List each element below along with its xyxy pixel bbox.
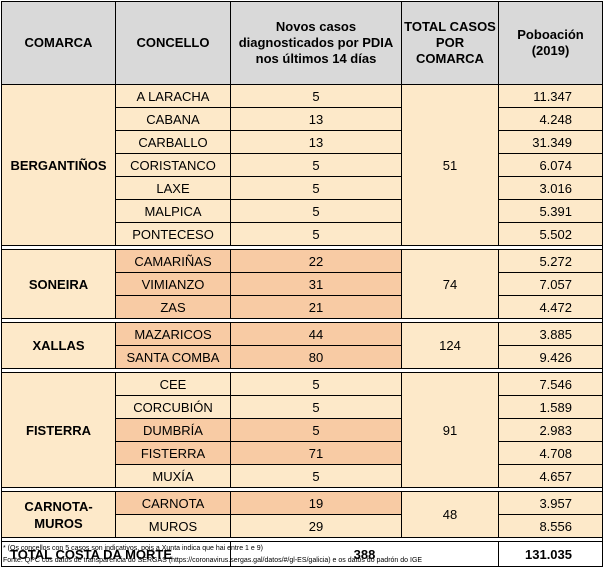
new-cases-value: 19 [230,491,402,515]
concello-name: CORCUBIÓN [115,395,231,419]
concello-name: CABANA [115,107,231,131]
new-cases-value: 5 [230,222,402,246]
table-row: CARNOTA-MUROS CARNOTA 19 48 3.957 [1,491,603,538]
concello-name: MALPICA [115,199,231,223]
comarca-name: XALLAS [1,322,116,369]
population-value: 9.426 [498,345,603,369]
population-value: 4.657 [498,464,603,488]
population-value: 11.347 [498,84,603,108]
new-cases-value: 29 [230,514,402,538]
concello-name: MUROS [115,514,231,538]
new-cases-value: 21 [230,295,402,319]
total-label: TOTAL COSTA DA MORTE [1,541,231,567]
table-row: MALPICA 5 5.391 [2,199,603,223]
new-cases-value: 31 [230,272,402,296]
concello-name: SANTA COMBA [115,345,231,369]
table-row: BERGANTIÑOS A LARACHA 5 51 11.347 [1,84,603,246]
header-concello: CONCELLO [115,1,231,85]
new-cases-value: 13 [230,107,402,131]
table-row: VIMIANZO 31 7.057 [2,272,603,296]
footnote-indicative: * (Os concellos con 5 casos son indicati… [3,545,263,552]
header-row: COMARCA CONCELLO Novos casos diagnostica… [1,1,603,85]
header-population: Poboación (2019) [498,1,603,85]
concello-name: CAMARIÑAS [115,249,231,273]
population-value: 2.983 [498,418,603,442]
comarca-name: BERGANTIÑOS [1,84,116,246]
population-value: 3.885 [498,322,603,346]
comarca-total-cases: 124 [401,322,499,369]
comarca-name: CARNOTA-MUROS [1,491,116,538]
comarca-total-cases: 48 [401,491,499,538]
new-cases-value: 5 [230,176,402,200]
concello-name: VIMIANZO [115,272,231,296]
header-new-cases: Novos casos diagnosticados por PDIA nos … [230,1,402,85]
new-cases-value: 5 [230,84,402,108]
concello-name: ZAS [115,295,231,319]
header-total-by-comarca: TOTAL CASOS POR COMARCA [401,1,499,85]
total-population: 131.035 [498,541,603,567]
new-cases-value: 5 [230,153,402,177]
population-value: 4.472 [498,295,603,319]
table-body: BERGANTIÑOS A LARACHA 5 51 11.347 CABANA 13 4.2… [1,84,603,567]
population-value: 3.016 [498,176,603,200]
new-cases-value: 5 [230,199,402,223]
new-cases-value: 5 [230,372,402,396]
table-row: CORISTANCO 5 6.074 [2,153,603,177]
concello-name: CARNOTA [115,491,231,515]
header-comarca: COMARCA [1,1,116,85]
new-cases-value: 80 [230,345,402,369]
table-row: ZAS 21 4.472 [2,295,603,319]
concello-name: MUXÍA [115,464,231,488]
population-value: 4.248 [498,107,603,131]
table-row: PONTECESO 5 5.502 [2,222,603,246]
new-cases-value: 5 [230,418,402,442]
comarca-total-cases: 91 [401,372,499,488]
table-row: CARBALLO 13 31.349 [2,130,603,154]
population-value: 3.957 [498,491,603,515]
population-value: 6.074 [498,153,603,177]
new-cases-value: 22 [230,249,402,273]
population-value: 1.589 [498,395,603,419]
concello-name: CEE [115,372,231,396]
population-value: 4.708 [498,441,603,465]
population-value: 8.556 [498,514,603,538]
population-value: 5.502 [498,222,603,246]
new-cases-value: 5 [230,395,402,419]
table-row: FISTERRA 71 4.708 [2,441,603,465]
population-value: 7.057 [498,272,603,296]
table-row: MUXÍA 5 4.657 [2,464,603,488]
comarca-name: SONEIRA [1,249,116,319]
table-row: CORCUBIÓN 5 1.589 [2,395,603,419]
comarca-total-cases: 74 [401,249,499,319]
population-value: 5.272 [498,249,603,273]
concello-name: PONTECESO [115,222,231,246]
new-cases-value: 13 [230,130,402,154]
comarca-name: FISTERRA [1,372,116,488]
table-row: FISTERRA CEE 5 91 7.546 [1,372,603,488]
table-row: MUROS 29 8.556 [2,514,603,538]
new-cases-value: 71 [230,441,402,465]
total-cases: 388 [230,541,499,567]
footnote-source: Fonte: QPC cos datos de transparencia do… [3,557,423,564]
new-cases-value: 44 [230,322,402,346]
new-cases-value: 5 [230,464,402,488]
concello-name: FISTERRA [115,441,231,465]
total-row: TOTAL COSTA DA MORTE 388 131.035 [1,541,603,567]
concello-name: LAXE [115,176,231,200]
concello-name: MAZARICOS [115,322,231,346]
population-value: 31.349 [498,130,603,154]
concello-name: CARBALLO [115,130,231,154]
comarca-total-cases: 51 [401,84,499,246]
concello-name: A LARACHA [115,84,231,108]
concello-name: DUMBRÍA [115,418,231,442]
population-value: 5.391 [498,199,603,223]
table-row: SANTA COMBA 80 9.426 [2,345,603,369]
table-row: SONEIRA CAMARIÑAS 22 74 5.272 [1,249,603,319]
table-row: XALLAS MAZARICOS 44 124 3.885 [1,322,603,369]
concello-name: CORISTANCO [115,153,231,177]
population-value: 7.546 [498,372,603,396]
